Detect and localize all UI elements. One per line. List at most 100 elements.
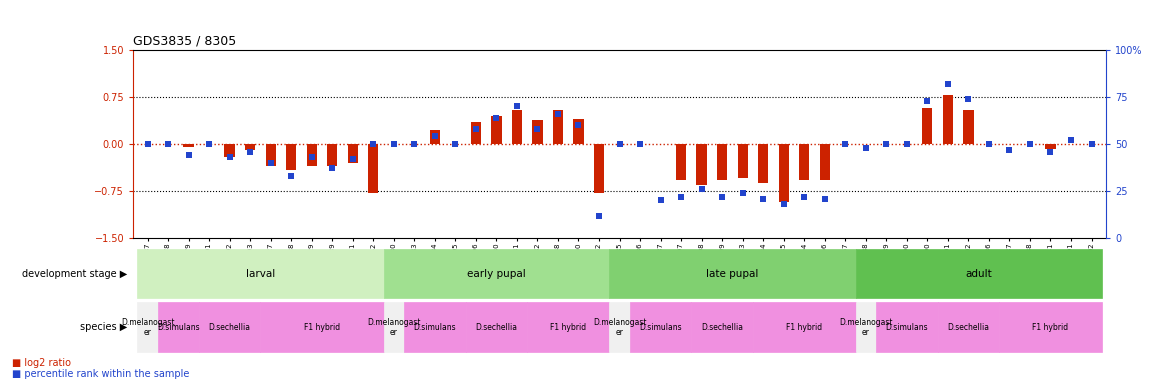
Point (857, 145, 875, 151)
Point (815, 195, 834, 202)
Bar (820, 144, 830, 180)
Text: D.sechellia: D.sechellia (476, 323, 518, 332)
Text: D.simulans: D.simulans (413, 323, 456, 332)
Bar (383, 249, 609, 298)
Point (754, 195, 772, 202)
Point (959, 96, 977, 102)
Point (1001, 147, 1019, 153)
Point (918, 98, 937, 104)
Bar (999, 303, 1101, 352)
Point (980, 141, 998, 147)
Bar (466, 303, 527, 352)
Text: F1 hybrid: F1 hybrid (1033, 323, 1069, 332)
Point (570, 122, 588, 128)
Point (507, 103, 526, 109)
Text: adult: adult (966, 268, 992, 279)
Point (692, 186, 711, 192)
Bar (696, 144, 706, 185)
Bar (430, 130, 440, 144)
Bar (157, 303, 199, 352)
Bar (676, 144, 687, 180)
Text: D.melanogast
er: D.melanogast er (120, 318, 175, 337)
Bar (245, 144, 255, 150)
Point (488, 114, 506, 121)
Text: F1 hybrid: F1 hybrid (303, 323, 340, 332)
Bar (261, 303, 383, 352)
Bar (307, 144, 317, 166)
Bar (630, 303, 691, 352)
Text: D.sechellia: D.sechellia (947, 323, 989, 332)
Bar (286, 144, 296, 170)
Bar (922, 108, 932, 144)
Point (159, 141, 177, 147)
Point (631, 141, 650, 147)
Bar (609, 303, 630, 352)
Bar (778, 144, 789, 202)
Point (426, 133, 445, 139)
Point (384, 141, 403, 147)
Text: GDS3835 / 8305: GDS3835 / 8305 (133, 34, 236, 47)
Text: D.sechellia: D.sechellia (701, 323, 743, 332)
Text: ■ log2 ratio: ■ log2 ratio (12, 358, 71, 368)
Point (672, 194, 690, 200)
Bar (943, 95, 953, 144)
Point (733, 190, 752, 196)
Bar (877, 303, 938, 352)
Point (775, 201, 793, 207)
Bar (1046, 144, 1056, 149)
Point (1083, 141, 1101, 147)
Point (179, 152, 198, 158)
Point (364, 141, 382, 147)
Text: species ▶: species ▶ (80, 322, 127, 333)
Point (302, 154, 321, 160)
Bar (533, 120, 543, 144)
Bar (609, 249, 856, 298)
Bar (368, 144, 379, 193)
Point (939, 81, 958, 87)
Point (549, 111, 567, 117)
Point (467, 126, 485, 132)
Bar (938, 303, 999, 352)
Point (241, 149, 259, 155)
Bar (963, 109, 974, 144)
Text: D.melanogast
er: D.melanogast er (840, 318, 893, 337)
Point (651, 197, 669, 204)
Bar (738, 144, 748, 179)
Point (405, 141, 424, 147)
Bar (265, 144, 276, 166)
Bar (471, 122, 481, 144)
Bar (573, 119, 584, 144)
Text: development stage ▶: development stage ▶ (22, 268, 127, 279)
Point (323, 166, 342, 172)
Text: D.melanogast
er: D.melanogast er (593, 318, 646, 337)
Bar (383, 303, 404, 352)
Point (794, 194, 813, 200)
Text: D.simulans: D.simulans (886, 323, 929, 332)
Bar (199, 303, 261, 352)
Bar (758, 144, 768, 183)
Point (344, 156, 362, 162)
Point (1041, 149, 1060, 155)
Point (200, 141, 219, 147)
Text: D.sechellia: D.sechellia (208, 323, 250, 332)
Point (610, 141, 629, 147)
Bar (404, 303, 466, 352)
Bar (138, 249, 383, 298)
Point (220, 154, 239, 160)
Point (836, 141, 855, 147)
Text: D.melanogast
er: D.melanogast er (367, 318, 420, 337)
Bar (753, 303, 856, 352)
Text: D.simulans: D.simulans (157, 323, 199, 332)
Point (713, 194, 732, 200)
Text: ■ percentile rank within the sample: ■ percentile rank within the sample (12, 369, 189, 379)
Bar (491, 116, 501, 144)
Bar (512, 109, 522, 144)
Bar (347, 144, 358, 163)
Text: larval: larval (245, 268, 276, 279)
Bar (594, 144, 604, 193)
Bar (717, 144, 727, 180)
Bar (691, 303, 753, 352)
Bar (527, 303, 609, 352)
Text: late pupal: late pupal (706, 268, 758, 279)
Bar (799, 144, 809, 180)
